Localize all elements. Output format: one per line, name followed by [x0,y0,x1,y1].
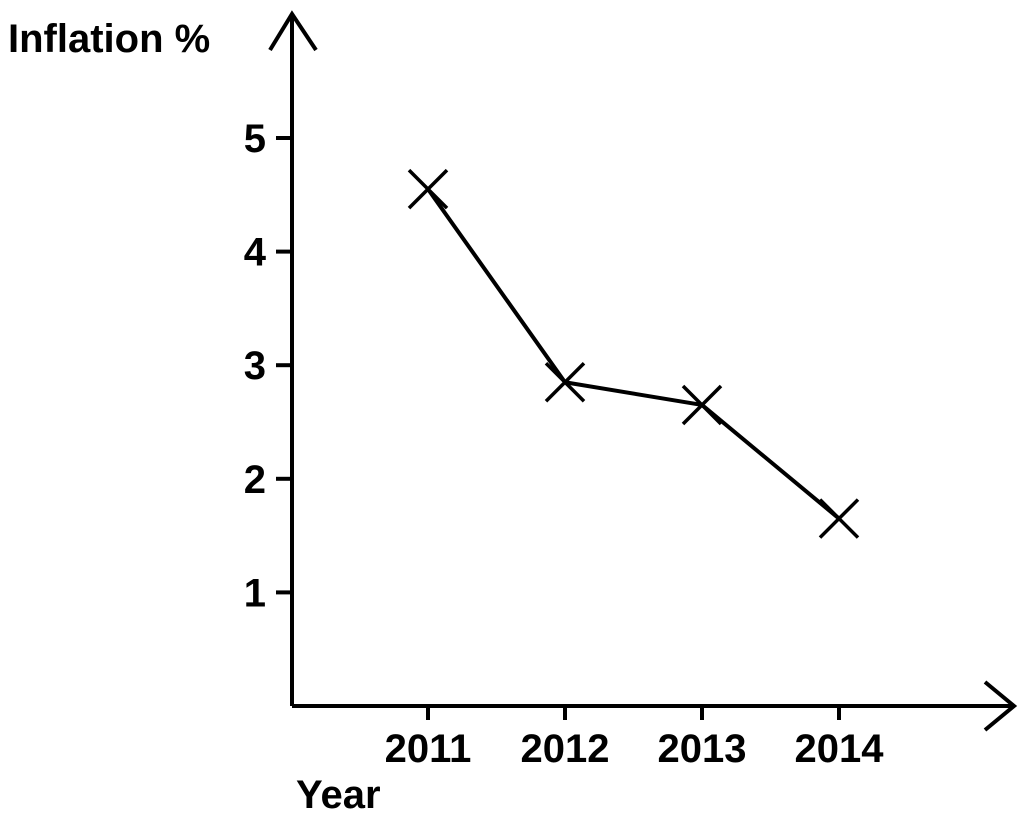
data-point-marker [407,168,449,210]
x-ticks: 2011 2012 2013 2014 [385,706,885,771]
x-axis-title: Year [296,773,381,815]
marker-stroke [681,384,723,426]
x-tick-label: 2014 [795,727,885,771]
y-axis-title: Inflation % [8,17,210,61]
y-tick-label: 1 [244,571,266,615]
marker-stroke [544,362,586,403]
y-tick-label: 4 [244,231,267,275]
x-tick-label: 2011 [385,727,472,771]
plot-series [407,168,860,539]
series-line [426,187,841,521]
data-point-marker [544,362,586,403]
y-tick-label: 5 [244,117,266,161]
y-ticks: 1 2 3 4 5 [244,117,292,615]
marker-stroke [818,498,860,539]
y-tick-label: 3 [244,344,266,388]
marker-stroke [407,168,449,210]
data-point-marker [681,384,723,426]
axes [268,10,1018,732]
x-tick-label: 2013 [658,727,747,771]
data-point-marker [818,498,860,539]
x-axis-arrowhead [983,680,1018,732]
y-axis-arrowhead [268,10,318,52]
y-tick-label: 2 [244,458,266,502]
x-tick-label: 2012 [521,727,610,771]
